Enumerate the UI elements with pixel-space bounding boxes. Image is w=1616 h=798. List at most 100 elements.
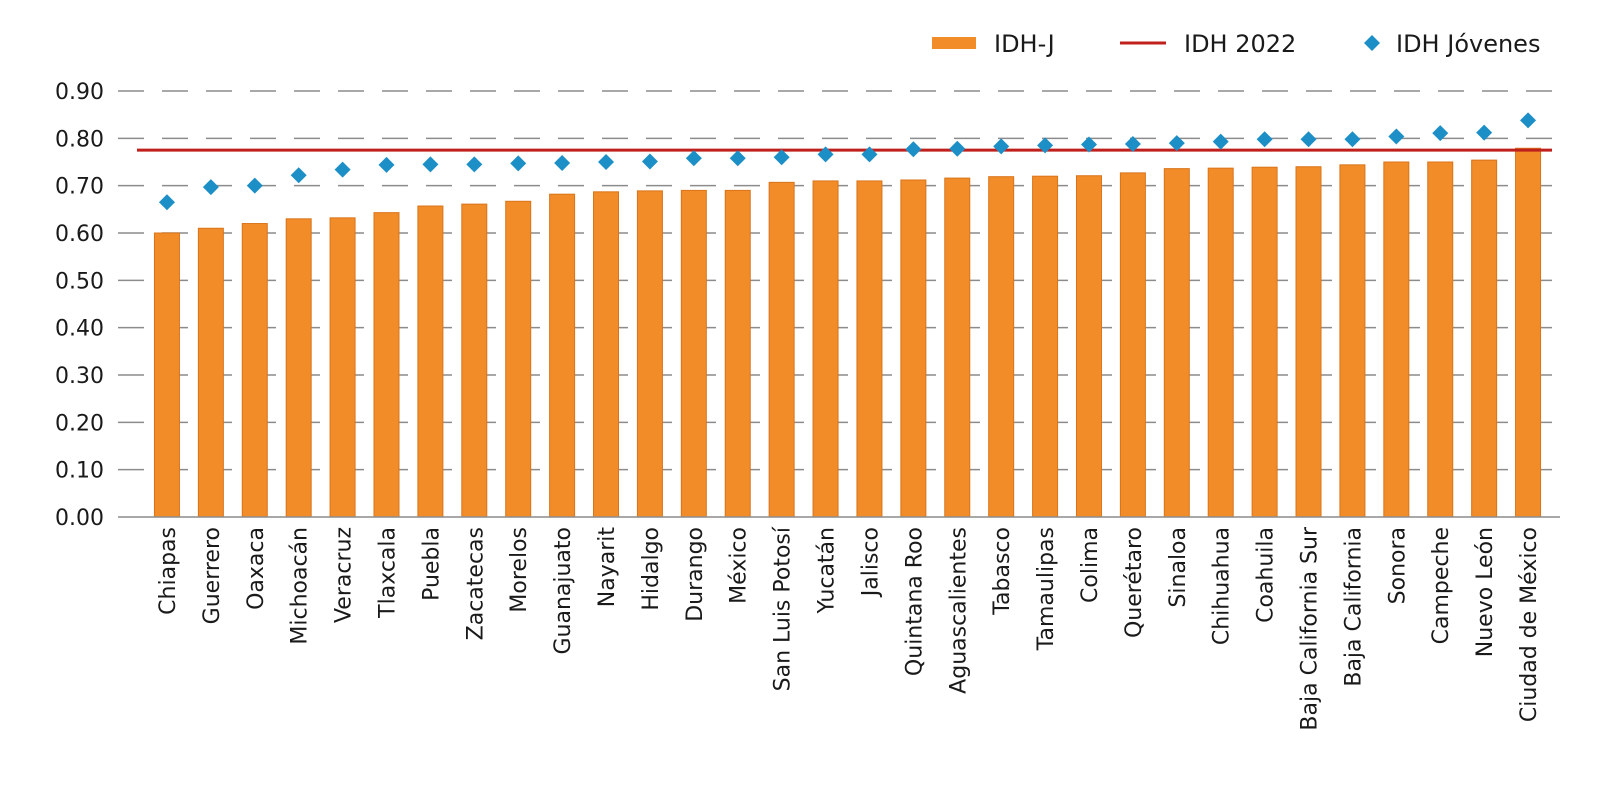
y-axis-tick-labels: 0.00 0.10 0.20 0.30 0.40 0.50 0.60 0.70 0.80 0.90	[55, 80, 104, 531]
x-category-label: San Luis Potosí	[771, 526, 796, 691]
marker-idh-jovenes	[1300, 131, 1317, 148]
bar-idh-j	[1075, 175, 1102, 518]
bar-idh-j	[241, 223, 268, 518]
marker-idh-jovenes	[1037, 137, 1054, 154]
x-category-label: Zacatecas	[463, 527, 488, 640]
marker-idh-jovenes	[949, 140, 966, 157]
bar-idh-j	[944, 177, 971, 518]
bar-idh-j	[417, 205, 444, 518]
marker-idh-jovenes	[246, 177, 263, 194]
bar-idh-j	[505, 200, 532, 518]
legend-label-idh-2022: IDH 2022	[1184, 30, 1296, 58]
x-category-label: Jalisco	[858, 527, 883, 598]
bar-idh-j	[1427, 161, 1454, 518]
y-tick-label: 0.30	[55, 364, 104, 389]
y-tick-label: 0.60	[55, 222, 104, 247]
bar-idh-j	[1119, 172, 1146, 518]
marker-idh-jovenes	[993, 138, 1010, 155]
y-tick-label: 0.10	[55, 459, 104, 484]
marker-idh-jovenes	[290, 167, 307, 184]
bar-idh-j	[1383, 161, 1410, 518]
bar-idh-j	[812, 180, 839, 518]
marker-idh-jovenes	[158, 194, 175, 211]
y-tick-label: 0.00	[55, 506, 104, 531]
x-category-label: Nuevo León	[1473, 527, 1498, 657]
gridlines	[118, 90, 1560, 471]
marker-idh-jovenes	[729, 150, 746, 167]
bar-idh-j	[1471, 159, 1498, 518]
x-category-label: Baja California Sur	[1298, 526, 1323, 731]
x-category-label: Baja California	[1341, 527, 1366, 687]
x-category-label: Durango	[683, 527, 708, 622]
marker-idh-jovenes	[861, 146, 878, 163]
bar-idh-j	[593, 191, 620, 518]
marker-idh-jovenes	[1168, 135, 1185, 152]
x-category-label: Tabasco	[990, 527, 1015, 616]
x-category-label: Colima	[1078, 527, 1103, 603]
legend-label-idh-j: IDH-J	[994, 30, 1055, 58]
marker-idh-jovenes	[905, 141, 922, 158]
marker-idh-jovenes	[685, 150, 702, 167]
y-tick-label: 0.40	[55, 317, 104, 342]
x-category-label: Quintana Roo	[902, 527, 927, 676]
x-axis-category-labels: Chiapas Guerrero Oaxaca Michoacán Veracruz Tl…	[156, 526, 1542, 731]
x-category-label: Campeche	[1429, 527, 1454, 644]
marker-idh-jovenes	[598, 154, 615, 170]
x-category-label: Chiapas	[156, 527, 181, 615]
bar-idh-j	[1163, 168, 1190, 518]
marker-idh-jovenes	[1432, 125, 1449, 142]
marker-idh-jovenes	[641, 153, 658, 170]
bar-idh-j	[153, 232, 180, 518]
bar-idh-j	[285, 218, 312, 518]
y-tick-label: 0.90	[55, 80, 104, 105]
x-category-label: Coahuila	[1254, 527, 1279, 623]
bar-idh-j	[1295, 166, 1322, 518]
marker-idh-jovenes	[554, 154, 571, 171]
bar-idh-j	[1251, 166, 1278, 518]
marker-idh-jovenes	[510, 155, 527, 172]
bar-idh-j	[329, 217, 356, 518]
legend-label-idh-jovenes: IDH Jóvenes	[1396, 30, 1540, 58]
marker-idh-jovenes	[1388, 128, 1405, 145]
bar-idh-j	[549, 193, 576, 518]
x-category-label: Querétaro	[1122, 527, 1147, 638]
x-category-label: Guerrero	[200, 527, 225, 624]
x-category-label: Aguascalientes	[946, 527, 971, 694]
x-category-label: Oaxaca	[244, 527, 269, 610]
legend-swatch-idh-j	[932, 37, 976, 49]
x-category-label: Nayarit	[595, 527, 620, 608]
bars-idh-j	[153, 147, 1542, 518]
bar-idh-j	[373, 212, 400, 518]
bar-idh-j	[1339, 164, 1366, 518]
bar-idh-j	[900, 179, 927, 518]
marker-idh-jovenes	[1520, 112, 1537, 129]
marker-idh-jovenes	[1476, 124, 1493, 141]
x-category-label: Sonora	[1385, 527, 1410, 604]
y-tick-label: 0.80	[55, 127, 104, 152]
bar-idh-j	[1032, 175, 1059, 518]
y-tick-label: 0.20	[55, 411, 104, 436]
marker-idh-jovenes	[1256, 131, 1273, 148]
x-category-label: Michoacán	[288, 527, 313, 645]
bar-idh-j	[768, 181, 795, 518]
bar-idh-j	[461, 203, 488, 518]
marker-idh-jovenes	[1124, 136, 1141, 153]
marker-idh-jovenes	[1212, 133, 1229, 150]
marker-idh-jovenes	[1080, 136, 1097, 153]
x-category-label: Hidalgo	[639, 527, 664, 611]
x-category-label: Sinaloa	[1166, 527, 1191, 608]
x-category-label: Morelos	[507, 527, 532, 613]
x-category-label: Guanajuato	[551, 527, 576, 655]
x-category-label: Tlaxcala	[375, 527, 400, 619]
y-tick-label: 0.70	[55, 175, 104, 200]
x-category-label: México	[727, 527, 752, 604]
marker-idh-jovenes	[334, 161, 351, 178]
bar-idh-j	[1207, 167, 1234, 518]
legend: IDH-J IDH 2022 IDH Jóvenes	[932, 30, 1540, 58]
bar-idh-j	[988, 176, 1015, 518]
x-category-label: Yucatán	[815, 527, 840, 615]
x-category-label: Ciudad de México	[1517, 527, 1542, 722]
x-category-label: Puebla	[419, 527, 444, 601]
x-category-label: Tamaulipas	[1034, 527, 1059, 651]
